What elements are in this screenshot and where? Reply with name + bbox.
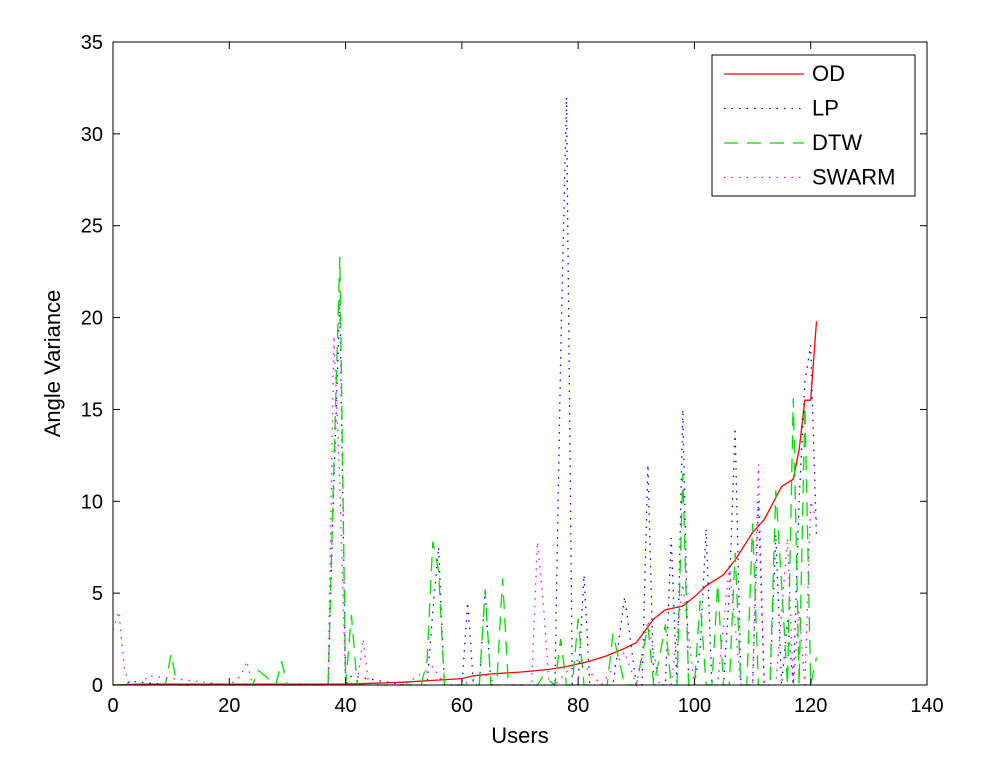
- plot-frame: [112, 41, 928, 686]
- legend-label-od: OD: [812, 61, 845, 86]
- y-tick-label: 25: [81, 216, 103, 238]
- x-axis-label: Users: [491, 723, 548, 748]
- y-tick-label: 0: [92, 675, 103, 697]
- y-tick-label: 20: [81, 308, 103, 330]
- x-tick-label: 80: [567, 695, 589, 717]
- x-tick-label: 40: [334, 695, 356, 717]
- series-line-od: [112, 321, 818, 686]
- y-tick-label: 5: [92, 583, 103, 605]
- x-tick-label: 0: [107, 695, 118, 717]
- legend: OD LP DTW SWARM: [711, 54, 916, 197]
- y-tick-label: 30: [81, 124, 103, 146]
- x-tick-label: 100: [678, 695, 711, 717]
- y-tick-label: 35: [81, 32, 103, 54]
- legend-box: [711, 54, 916, 197]
- legend-label-dtw: DTW: [812, 130, 862, 155]
- legend-label-lp: LP: [812, 96, 839, 121]
- x-tick-label: 140: [910, 695, 943, 717]
- x-tick-label: 120: [794, 695, 827, 717]
- y-axis-label: Angle Variance: [40, 290, 65, 438]
- x-tick-label: 60: [451, 695, 473, 717]
- y-tick-label: 10: [81, 491, 103, 513]
- legend-label-swarm: SWARM: [812, 165, 896, 190]
- y-tick-label: 15: [81, 399, 103, 421]
- x-tick-label: 20: [218, 695, 240, 717]
- ticks-layer: 0 20 40 60 80 100 120 140 0 5 10 15 20 25 30 35: [81, 32, 944, 717]
